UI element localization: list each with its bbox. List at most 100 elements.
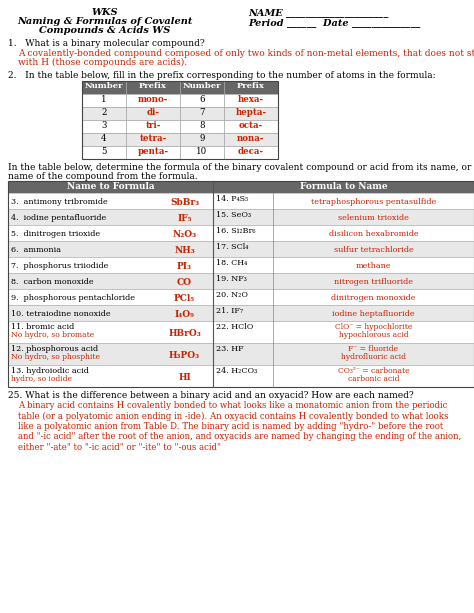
Text: 16. Si₂Br₆: 16. Si₂Br₆	[216, 227, 255, 235]
Text: ClO⁻ = hypochlorite: ClO⁻ = hypochlorite	[335, 323, 412, 331]
Text: H₃PO₃: H₃PO₃	[169, 351, 200, 360]
Bar	[8, 321, 213, 343]
Text: 11. bromic acid: 11. bromic acid	[11, 323, 74, 331]
Bar	[224, 81, 278, 94]
Text: 22. HClO: 22. HClO	[216, 323, 254, 331]
Bar	[8, 209, 213, 225]
Text: octa-: octa-	[239, 121, 263, 130]
Bar	[213, 241, 474, 257]
Text: A covalently-bonded compound composed of only two kinds of non-metal elements, t: A covalently-bonded compound composed of…	[18, 49, 474, 58]
Text: WKS: WKS	[92, 8, 118, 17]
Text: No hydro, so bromate: No hydro, so bromate	[11, 331, 94, 339]
Bar	[82, 146, 126, 159]
Bar	[224, 107, 278, 120]
Text: 21. IF₇: 21. IF₇	[216, 307, 243, 315]
Bar	[213, 321, 474, 343]
Text: 20. N₂O: 20. N₂O	[216, 291, 248, 299]
Text: PI₃: PI₃	[177, 262, 192, 271]
Text: 4.  iodine pentafluoride: 4. iodine pentafluoride	[11, 214, 106, 222]
Text: Number: Number	[85, 82, 123, 90]
Text: disilicon hexabromide: disilicon hexabromide	[328, 230, 419, 238]
Bar	[8, 181, 213, 193]
Bar	[213, 225, 474, 241]
Text: 10: 10	[196, 147, 208, 156]
Text: hypochlorous acid: hypochlorous acid	[339, 331, 408, 339]
Bar	[180, 120, 224, 133]
Bar	[213, 343, 474, 365]
Bar	[126, 107, 180, 120]
Text: Number: Number	[183, 82, 221, 90]
Text: A binary acid contains H covalently bonded to what looks like a monatomic anion : A binary acid contains H covalently bond…	[18, 401, 461, 452]
Text: carbonic acid: carbonic acid	[348, 375, 399, 383]
Bar	[8, 365, 213, 387]
Bar	[213, 289, 474, 305]
Bar	[213, 365, 474, 387]
Bar	[180, 81, 224, 94]
Bar	[82, 120, 126, 133]
Text: 3.  antimony tribromide: 3. antimony tribromide	[11, 198, 108, 206]
Bar	[8, 181, 474, 387]
Text: 2.   In the table below, fill in the prefix corresponding to the number of atoms: 2. In the table below, fill in the prefi…	[8, 71, 436, 80]
Text: nona-: nona-	[237, 134, 265, 143]
Bar	[126, 133, 180, 146]
Bar	[82, 81, 126, 94]
Text: 2: 2	[101, 108, 107, 117]
Text: 9: 9	[199, 134, 205, 143]
Text: 14. P₄S₅: 14. P₄S₅	[216, 195, 248, 203]
Text: 18. CH₄: 18. CH₄	[216, 259, 247, 267]
Bar	[213, 193, 474, 209]
Text: 13. hydroiodic acid: 13. hydroiodic acid	[11, 367, 89, 375]
Bar	[224, 120, 278, 133]
Text: SbBr₃: SbBr₃	[170, 198, 199, 207]
Text: 6.  ammonia: 6. ammonia	[11, 246, 61, 254]
Bar	[180, 94, 224, 107]
Bar	[224, 133, 278, 146]
Text: sulfur tetrachloride: sulfur tetrachloride	[334, 246, 413, 254]
Bar	[213, 257, 474, 273]
Bar	[224, 94, 278, 107]
Text: Prefix: Prefix	[139, 82, 167, 90]
Bar	[213, 305, 474, 321]
Text: 15. SeO₃: 15. SeO₃	[216, 211, 251, 219]
Text: hepta-: hepta-	[236, 108, 266, 117]
Bar	[180, 133, 224, 146]
Text: NAME _____________________: NAME _____________________	[248, 8, 388, 17]
Text: Prefix: Prefix	[237, 82, 265, 90]
Bar	[126, 81, 180, 94]
Text: 12. phosphorous acid: 12. phosphorous acid	[11, 345, 98, 353]
Text: hexa-: hexa-	[238, 95, 264, 104]
Text: 24. H₂CO₃: 24. H₂CO₃	[216, 367, 257, 375]
Text: 8: 8	[199, 121, 205, 130]
Bar	[82, 94, 126, 107]
Text: CO: CO	[177, 278, 192, 287]
Bar	[8, 305, 213, 321]
Text: tetraphosphorous pentasulfide: tetraphosphorous pentasulfide	[311, 198, 436, 206]
Bar	[8, 343, 213, 365]
Text: 1.   What is a binary molecular compound?: 1. What is a binary molecular compound?	[8, 39, 205, 48]
Text: 19. NF₃: 19. NF₃	[216, 275, 247, 283]
Bar	[126, 146, 180, 159]
Text: 9.  phosphorous pentachloride: 9. phosphorous pentachloride	[11, 294, 135, 302]
Bar	[8, 289, 213, 305]
Text: tetra-: tetra-	[139, 134, 167, 143]
Bar	[82, 81, 278, 159]
Text: F⁻ = fluoride: F⁻ = fluoride	[348, 345, 399, 353]
Text: 1: 1	[101, 95, 107, 104]
Text: di-: di-	[146, 108, 159, 117]
Bar	[82, 133, 126, 146]
Text: 10. tetraiodine nonoxide: 10. tetraiodine nonoxide	[11, 310, 110, 318]
Text: name of the compound from the formula.: name of the compound from the formula.	[8, 172, 198, 181]
Text: Period ______  Date ______________: Period ______ Date ______________	[248, 18, 420, 27]
Text: tri-: tri-	[146, 121, 161, 130]
Bar	[126, 94, 180, 107]
Bar	[126, 120, 180, 133]
Text: 7: 7	[199, 108, 205, 117]
Text: Naming & Formulas of Covalent: Naming & Formulas of Covalent	[18, 17, 193, 26]
Text: N₂O₃: N₂O₃	[173, 230, 197, 239]
Text: mono-: mono-	[138, 95, 168, 104]
Bar	[180, 107, 224, 120]
Bar	[213, 181, 474, 193]
Text: selenium trioxide: selenium trioxide	[338, 214, 409, 222]
Bar	[82, 107, 126, 120]
Text: 3: 3	[101, 121, 107, 130]
